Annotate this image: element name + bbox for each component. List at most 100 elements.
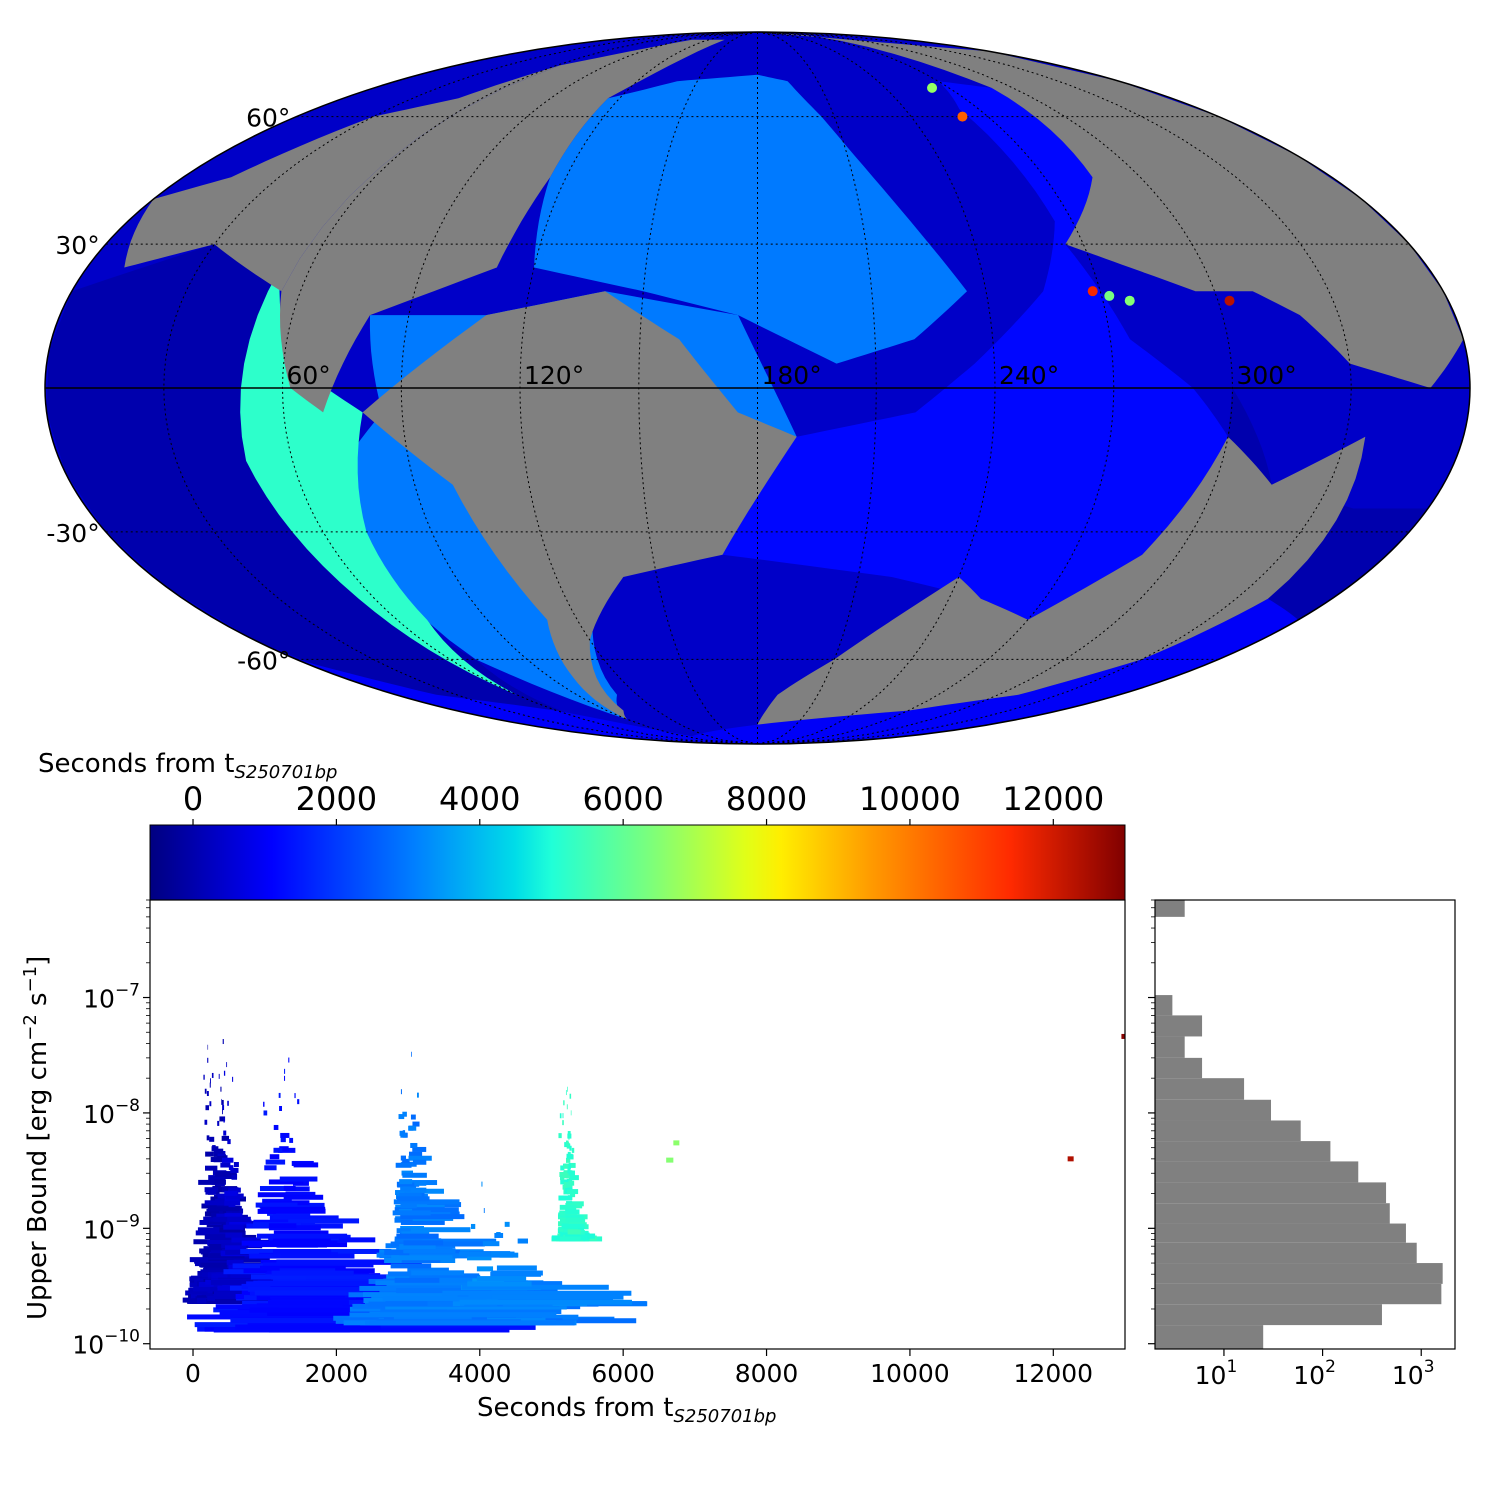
upper-bound-mark (411, 1051, 412, 1057)
upper-bound-mark (201, 1203, 227, 1209)
upper-bound-mark (559, 1204, 577, 1210)
upper-bound-mark (396, 1228, 418, 1234)
upper-bound-mark (231, 1237, 261, 1243)
upper-bound-mark (567, 1086, 568, 1092)
ra-label: 60° (287, 361, 331, 390)
upper-bound-mark (400, 1089, 402, 1095)
upper-bound-mark (230, 1272, 261, 1278)
upper-bound-mark (259, 1186, 295, 1192)
sky-map-marker (1124, 295, 1135, 306)
upper-bound-mark (204, 1200, 236, 1206)
upper-bound-mark (223, 1224, 244, 1230)
uncovered-region (280, 39, 725, 413)
upper-bound-mark (565, 1217, 582, 1223)
upper-bound-mark (223, 1117, 225, 1123)
x-tick-label: 8000 (735, 1359, 799, 1388)
upper-bound-mark (410, 1180, 427, 1186)
upper-bound-mark (396, 1233, 439, 1239)
upper-bound-mark (483, 1208, 485, 1214)
sky-map-marker (1087, 286, 1098, 297)
upper-bound-mark (559, 1113, 562, 1119)
upper-bound-mark (410, 1142, 418, 1148)
upper-bound-mark (283, 1185, 296, 1191)
upper-bound-mark (289, 1137, 294, 1143)
colorbar-tick-label: 8000 (726, 780, 807, 818)
upper-bound-mark (568, 1170, 575, 1176)
upper-bound-mark (247, 1286, 363, 1292)
upper-bound-mark (265, 1159, 286, 1165)
upper-bound-mark (219, 1227, 245, 1233)
ra-label: 180° (762, 361, 822, 390)
upper-bound-mark (673, 1140, 680, 1146)
upper-bound-mark (200, 1262, 232, 1268)
histogram-bar (1155, 1057, 1203, 1079)
sky-map-marker (957, 111, 968, 122)
histogram-bar (1155, 1099, 1272, 1121)
upper-bound-mark (566, 1143, 570, 1149)
upper-bound-mark (204, 1088, 207, 1094)
upper-bound-mark (390, 1263, 432, 1269)
upper-bound-mark (217, 1120, 220, 1126)
upper-bound-mark (560, 1165, 565, 1171)
upper-bound-mark (1121, 1033, 1125, 1039)
upper-bound-mark (567, 1133, 572, 1139)
upper-bound-mark (562, 1113, 564, 1119)
upper-bound-mark (288, 1057, 290, 1063)
histogram-x-ticks: 101 102 103 (1195, 1349, 1435, 1390)
upper-bound-mark (204, 1187, 229, 1193)
dec-label: 30° (55, 231, 99, 260)
uncovered-region (757, 436, 1366, 725)
upper-bound-mark (213, 1291, 253, 1297)
dec-label: 60° (246, 104, 290, 133)
upper-bound-mark (563, 1100, 565, 1106)
upper-bound-mark (567, 1229, 581, 1235)
upper-bound-mark (280, 1137, 286, 1143)
upper-bound-mark (213, 1148, 224, 1154)
upper-bound-mark (225, 1249, 249, 1255)
upper-bound-mark (408, 1151, 423, 1157)
upper-bound-mark (203, 1074, 205, 1080)
ra-label: 240° (999, 361, 1059, 390)
upper-bound-mark (569, 1093, 572, 1099)
sky-map-marker (1224, 295, 1235, 306)
upper-bound-mark (284, 1068, 286, 1074)
upper-bound-mark (459, 1251, 499, 1257)
upper-bound-mark (207, 1044, 209, 1050)
upper-bound-mark (476, 1266, 494, 1272)
upper-bound-mark (459, 1299, 632, 1305)
upper-bound-mark (205, 1105, 210, 1111)
colorbar-tick-label: 0 (183, 780, 203, 818)
upper-bound-mark (482, 1241, 500, 1247)
upper-bound-mark (400, 1219, 445, 1225)
upper-bound-mark (281, 1252, 338, 1258)
upper-bound-mark (213, 1327, 510, 1333)
upper-bound-mark (408, 1125, 417, 1131)
upper-bound-mark (204, 1234, 244, 1240)
upper-bound-mark (278, 1092, 281, 1098)
upper-bound-mark (215, 1298, 267, 1304)
upper-bound-mark (403, 1240, 444, 1246)
upper-bound-mark (226, 1259, 244, 1265)
upper-bound-mark (297, 1099, 300, 1105)
upper-bound-mark (209, 1082, 211, 1088)
upper-bound-mark (402, 1172, 427, 1178)
upper-bound-mark (442, 1290, 632, 1296)
upper-bound-mark (375, 1280, 475, 1286)
dec-label: -30° (46, 519, 99, 548)
colorbar: Seconds from tS250701bp 0 2000 4000 6000 800… (38, 749, 1126, 901)
upper-bound-mark (294, 1093, 296, 1099)
upper-bound-mark (228, 1165, 234, 1171)
colorbar-tick-label: 6000 (582, 780, 663, 818)
upper-bound-mark (461, 1284, 609, 1290)
upper-bound-mark (268, 1223, 297, 1229)
coverage-region (240, 267, 517, 695)
upper-bound-mark (369, 1320, 575, 1326)
upper-bound-mark (401, 1257, 441, 1263)
upper-bound-mark (211, 1072, 214, 1078)
histogram-bar (1155, 1161, 1359, 1183)
upper-bound-mark (285, 1191, 316, 1197)
upper-bound-mark (559, 1219, 569, 1225)
upper-bound-mark (227, 1139, 231, 1145)
upper-bound-mark (276, 1259, 422, 1265)
upper-bound-mark (398, 1114, 405, 1120)
